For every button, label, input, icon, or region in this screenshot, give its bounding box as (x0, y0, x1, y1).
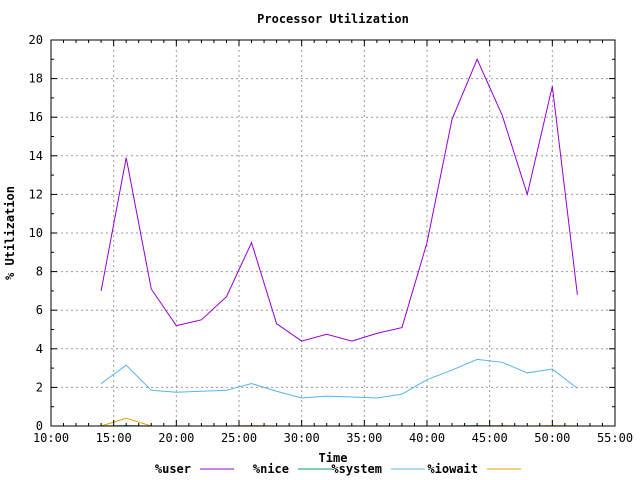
y-tick-label: 6 (36, 303, 43, 317)
x-tick-label: 20:00 (158, 431, 194, 445)
legend-label-user: %user (155, 462, 191, 476)
x-tick-label: 15:00 (96, 431, 132, 445)
x-tick-label: 30:00 (284, 431, 320, 445)
legend-label-nice: %nice (253, 462, 289, 476)
y-tick-label: 12 (29, 187, 43, 201)
y-tick-label: 0 (36, 419, 43, 433)
x-tick-label: 50:00 (534, 431, 570, 445)
legend-label-system: %system (331, 462, 382, 476)
legend-label-iowait: %iowait (427, 462, 478, 476)
y-tick-label: 10 (29, 226, 43, 240)
series-layer (100, 58, 578, 427)
y-tick-label: 4 (36, 342, 43, 356)
grid (51, 40, 615, 426)
y-tick-label: 20 (29, 33, 43, 47)
ticks: 0 2 4 6 8 10 12 14 16 18 20 10:00 15:00 20:00 25:00 30:… (29, 33, 634, 445)
y-tick-label: 2 (36, 380, 43, 394)
x-axis-label: Time (319, 451, 348, 465)
plot-frame (50, 39, 616, 427)
y-tick-label: 14 (29, 149, 43, 163)
x-tick-label: 10:00 (33, 431, 69, 445)
y-tick-label: 8 (36, 265, 43, 279)
chart-title: Processor Utilization (257, 12, 409, 26)
series-line-user (100, 58, 578, 342)
y-tick-label: 16 (29, 110, 43, 124)
series-line-system (100, 358, 578, 399)
x-tick-label: 45:00 (472, 431, 508, 445)
x-tick-label: 25:00 (221, 431, 257, 445)
legend: %user %nice %system %iowait (155, 462, 521, 476)
y-axis-label: % Utilization (3, 186, 17, 280)
x-tick-label: 55:00 (597, 431, 633, 445)
x-tick-label: 40:00 (409, 431, 445, 445)
y-tick-label: 18 (29, 72, 43, 86)
x-tick-label: 35:00 (346, 431, 382, 445)
